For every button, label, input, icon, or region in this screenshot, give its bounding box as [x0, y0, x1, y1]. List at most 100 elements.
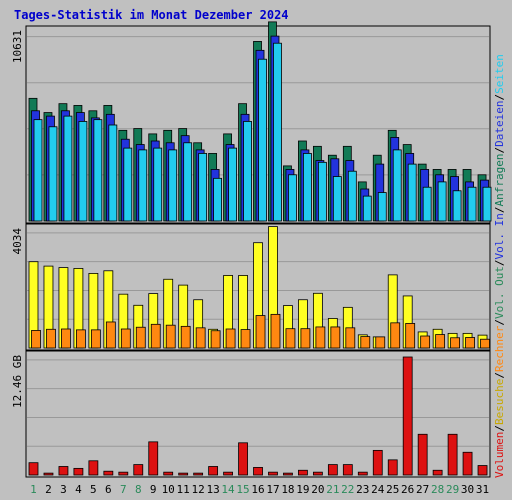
bar-rechner-day-20 — [315, 326, 326, 349]
bar-seiten-day-9 — [153, 147, 163, 222]
x-tick-day-2: 2 — [45, 483, 52, 496]
bar-volumen-day-30 — [462, 451, 473, 476]
x-tick-day-30: 30 — [461, 483, 474, 496]
bar-seiten-day-22 — [347, 170, 357, 222]
panel-frame — [25, 350, 491, 478]
bar-rechner-day-15 — [240, 329, 251, 349]
legend-separator: / — [493, 259, 506, 266]
bar-seiten-day-1 — [33, 119, 43, 222]
x-tick-day-7: 7 — [120, 483, 127, 496]
x-tick-day-12: 12 — [192, 483, 205, 496]
bar-volumen-day-27 — [417, 433, 428, 476]
bar-seiten-day-15 — [243, 121, 252, 222]
x-tick-day-27: 27 — [416, 483, 429, 496]
y-max-label: 10631 — [11, 30, 24, 63]
x-tick-day-28: 28 — [431, 483, 444, 496]
bar-seiten-day-31 — [482, 186, 492, 222]
bar-volumen-day-5 — [88, 460, 99, 476]
bar-volumen-day-10 — [163, 471, 174, 476]
x-tick-day-25: 25 — [386, 483, 399, 496]
bar-rechner-day-14 — [225, 328, 236, 349]
x-tick-day-15: 15 — [236, 483, 249, 496]
bar-rechner-day-5 — [90, 329, 101, 349]
panel-bottom: 12.46 GB — [11, 350, 491, 478]
bar-rechner-day-6 — [105, 321, 116, 349]
bar-volumen-day-28 — [432, 469, 443, 476]
bar-volumen-day-31 — [477, 465, 488, 476]
bar-rechner-day-28 — [435, 334, 446, 349]
bar-rechner-day-22 — [345, 327, 356, 349]
bar-volumen-day-9 — [148, 441, 159, 476]
bar-seiten-day-5 — [93, 119, 103, 222]
bar-seiten-day-4 — [78, 121, 88, 222]
bar-volumen-day-18 — [283, 472, 293, 476]
bar-rechner-day-7 — [120, 328, 131, 349]
legend-volumen: Volumen — [493, 432, 506, 478]
x-tick-day-14: 14 — [221, 483, 235, 496]
bar-volumen-day-17 — [268, 471, 278, 476]
x-tick-day-26: 26 — [401, 483, 414, 496]
x-tick-day-20: 20 — [311, 483, 324, 496]
bar-seiten-day-27 — [422, 186, 432, 222]
bar-seiten-day-26 — [407, 163, 417, 222]
x-tick-day-31: 31 — [476, 483, 489, 496]
bar-rechner-day-19 — [300, 328, 311, 349]
bar-seiten-day-3 — [63, 115, 73, 222]
bar-rechner-day-9 — [150, 323, 161, 349]
bar-volumen-day-8 — [133, 464, 144, 476]
bar-volumen-day-19 — [298, 469, 308, 476]
legend-anfragen: Anfragen — [493, 153, 506, 206]
bar-seiten-day-16 — [258, 58, 267, 222]
chart-title: Tages-Statistik im Monat Dezember 2024 — [14, 8, 289, 22]
bar-volumen-day-4 — [73, 467, 84, 476]
x-tick-day-13: 13 — [206, 483, 219, 496]
y-max-label: 4034 — [11, 228, 24, 255]
x-tick-day-18: 18 — [281, 483, 294, 496]
x-tick-day-3: 3 — [60, 483, 67, 496]
bar-rechner-day-23 — [360, 336, 371, 349]
bar-rechner-day-10 — [165, 324, 176, 349]
legend-vol-in: Vol. In — [493, 213, 506, 259]
x-tick-day-1: 1 — [30, 483, 37, 496]
bar-rechner-day-1 — [31, 330, 41, 349]
bar-volumen-day-20 — [312, 471, 323, 476]
bar-volumen-day-22 — [342, 464, 353, 476]
bar-rechner-day-18 — [285, 328, 296, 349]
bar-volumen-day-6 — [103, 470, 114, 476]
bar-seiten-day-28 — [437, 181, 447, 222]
bar-rechner-day-3 — [61, 328, 71, 349]
bar-rechner-day-11 — [180, 325, 191, 349]
bar-volumen-day-1 — [28, 462, 39, 476]
bar-volumen-day-29 — [447, 433, 458, 476]
bar-rechner-day-4 — [76, 329, 86, 349]
panel-mid: 4034 — [11, 223, 491, 351]
bar-volumen-day-23 — [357, 471, 368, 476]
bar-seiten-day-18 — [288, 174, 297, 222]
legend-separator: / — [493, 372, 506, 379]
legend-separator: / — [493, 147, 506, 154]
bar-rechner-day-31 — [480, 338, 490, 349]
bar-volumen-day-25 — [387, 459, 398, 476]
x-tick-day-4: 4 — [75, 483, 82, 496]
x-tick-day-29: 29 — [446, 483, 459, 496]
bar-seiten-day-25 — [392, 149, 402, 222]
bar-seiten-day-12 — [198, 153, 208, 222]
bar-volumen-day-21 — [327, 464, 338, 476]
bar-rechner-day-8 — [135, 326, 146, 349]
legend-separator: / — [493, 206, 506, 213]
bar-seiten-day-6 — [108, 124, 118, 222]
chart-panels: 10631 4034 12.46 GB — [11, 21, 492, 478]
x-tick-day-5: 5 — [90, 483, 97, 496]
bar-volumen-day-13 — [208, 466, 219, 476]
bar-volumen-day-7 — [118, 471, 129, 476]
x-tick-day-10: 10 — [162, 483, 175, 496]
bar-rechner-day-13 — [210, 330, 221, 349]
bar-rechner-day-24 — [375, 336, 386, 349]
day-labels: 1 2 3 4 5 6 7 8 9 10 11 12 13 14 15 16 17 18 19 20 21 22 23 24 2… — [30, 483, 489, 496]
legend-seiten: Seiten — [493, 54, 506, 94]
bar-seiten-day-10 — [168, 149, 178, 222]
bar-rechner-day-30 — [465, 337, 475, 349]
legend-vol-out: Vol. Out — [493, 266, 506, 319]
bar-seiten-day-21 — [332, 176, 342, 222]
x-tick-day-19: 19 — [296, 483, 309, 496]
